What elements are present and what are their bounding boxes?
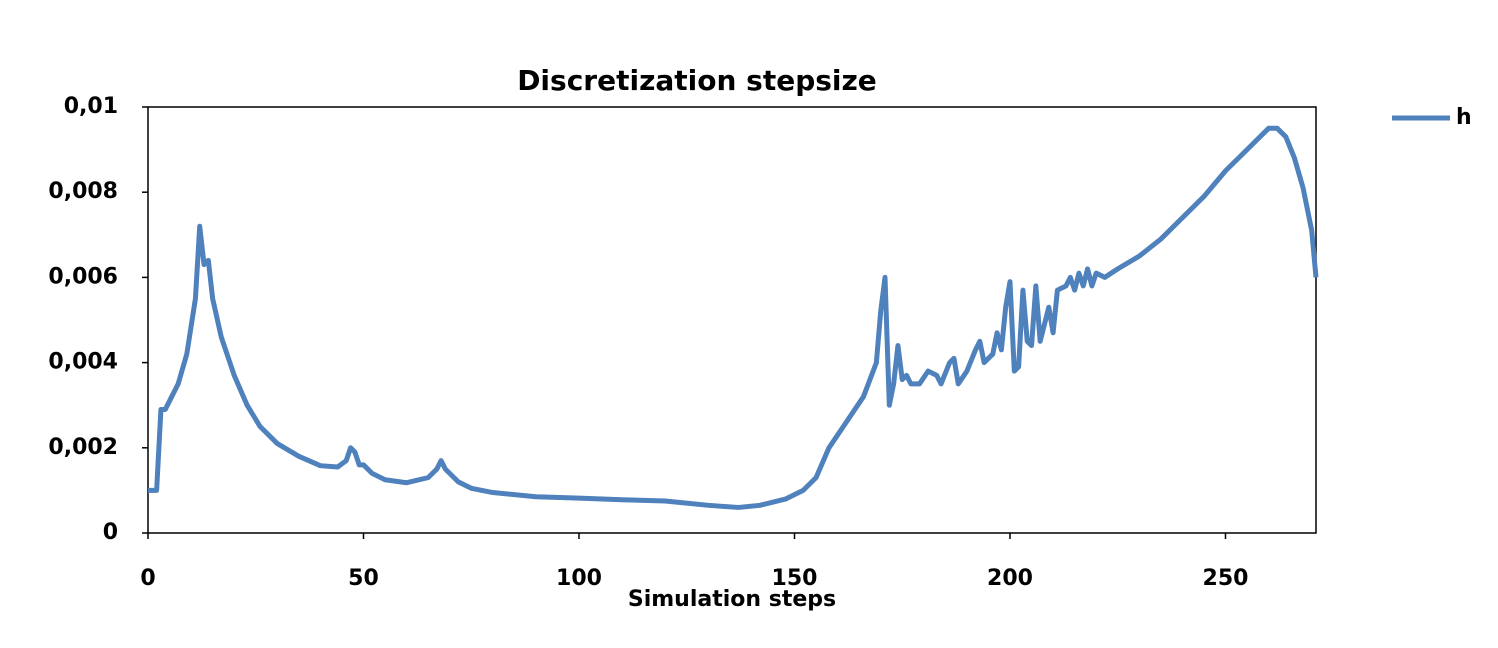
y-tick-label: 0,002 <box>48 435 118 460</box>
x-tick-label: 200 <box>987 566 1033 591</box>
y-tick-label: 0,006 <box>48 264 118 289</box>
y-tick-label: 0,008 <box>48 179 118 204</box>
x-tick-label: 50 <box>348 566 379 591</box>
x-tick-label: 100 <box>556 566 602 591</box>
y-tick-label: 0,01 <box>64 94 118 119</box>
x-tick-label: 0 <box>140 566 155 591</box>
chart-title: Discretization stepsize <box>517 64 877 97</box>
y-tick-label: 0 <box>103 520 118 545</box>
x-tick-label: 250 <box>1203 566 1249 591</box>
x-tick-label: 150 <box>772 566 818 591</box>
data-line <box>148 125 1319 510</box>
x-axis-label: Simulation steps <box>628 587 836 612</box>
plot-frame <box>147 106 1317 534</box>
legend-label: h <box>1456 105 1472 130</box>
y-tick-label: 0,004 <box>48 350 118 375</box>
